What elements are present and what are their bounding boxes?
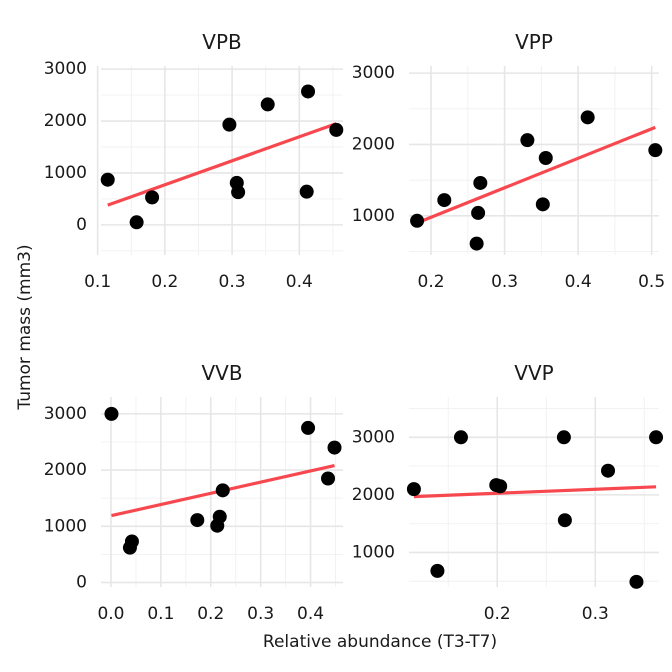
data-point — [406, 482, 421, 497]
y-tick-label: 2000 — [352, 134, 395, 154]
data-point — [473, 175, 488, 190]
data-point — [299, 184, 314, 199]
facet-title: VPP — [515, 30, 553, 54]
y-tick-label: 1000 — [44, 163, 87, 183]
x-tick-label: 0.3 — [219, 272, 246, 292]
data-point — [100, 172, 115, 187]
x-tick-label: 0.2 — [151, 272, 178, 292]
data-point — [580, 110, 595, 125]
x-tick-label: 0.4 — [286, 272, 313, 292]
data-point — [556, 430, 571, 445]
data-point — [327, 440, 342, 455]
data-point — [453, 430, 468, 445]
x-tick-label: 0.1 — [147, 604, 174, 624]
data-point — [601, 463, 616, 478]
y-tick-label: 2000 — [44, 460, 87, 480]
data-point — [649, 430, 664, 445]
x-axis-title: Relative abundance (T3-T7) — [263, 632, 497, 652]
x-tick-label: 0.2 — [418, 272, 445, 292]
y-tick-label: 2000 — [44, 111, 87, 131]
x-tick-label: 0.3 — [491, 272, 518, 292]
facet-title: VPB — [202, 30, 241, 54]
data-point — [215, 483, 230, 498]
data-point — [538, 151, 553, 166]
data-point — [410, 213, 425, 228]
y-axis-title: Tumor mass (mm3) — [15, 244, 35, 410]
data-point — [222, 117, 237, 132]
data-point — [190, 513, 205, 528]
y-tick-label: 1000 — [352, 206, 395, 226]
facet-vvp: 0.2 0.3 1000 2000 3000 VVP — [352, 361, 664, 624]
data-point — [437, 193, 452, 208]
y-tick-label: 3000 — [352, 427, 395, 447]
x-tick-label: 0.3 — [247, 604, 274, 624]
y-tick-label: 0 — [76, 573, 87, 593]
x-tick-label: 0.4 — [565, 272, 592, 292]
data-point — [301, 420, 316, 435]
facet-vpp: 0.2 0.3 0.4 0.5 1000 2000 3000 VPP — [352, 30, 665, 292]
y-tick-label: 3000 — [44, 59, 87, 79]
y-tick-label: 0 — [76, 215, 87, 235]
data-point — [260, 97, 275, 112]
data-point — [329, 122, 344, 137]
x-tick-label: 0.4 — [297, 604, 324, 624]
y-tick-label: 1000 — [352, 542, 395, 562]
data-point — [124, 534, 139, 549]
data-point — [493, 479, 508, 494]
data-point — [321, 471, 336, 486]
data-point — [629, 574, 644, 589]
data-point — [471, 205, 486, 220]
data-point — [469, 236, 484, 251]
data-point — [535, 197, 550, 212]
data-point — [104, 406, 119, 421]
data-point — [557, 513, 572, 528]
facet-title: VVB — [201, 361, 242, 385]
data-point — [145, 190, 160, 205]
facet-title: VVP — [514, 361, 553, 385]
data-point — [212, 509, 227, 524]
data-point — [648, 143, 663, 158]
regression-line — [413, 485, 657, 499]
x-tick-label: 0.5 — [638, 272, 665, 292]
data-point — [430, 563, 445, 578]
regression-line — [107, 122, 337, 207]
x-tick-label: 0.2 — [197, 604, 224, 624]
data-point — [129, 215, 144, 230]
regression-line — [416, 125, 656, 225]
y-tick-label: 1000 — [44, 516, 87, 536]
x-tick-label: 0.3 — [582, 604, 609, 624]
data-point — [520, 133, 535, 148]
x-tick-label: 0.2 — [484, 604, 511, 624]
x-tick-label: 0.0 — [97, 604, 124, 624]
y-tick-label: 3000 — [352, 63, 395, 83]
y-tick-label: 3000 — [44, 404, 87, 424]
x-tick-label: 0.1 — [84, 272, 111, 292]
data-point — [301, 84, 316, 99]
facet-vpb: 0.1 0.2 0.3 0.4 0 1000 2000 3000 VPB — [44, 30, 344, 292]
data-point — [231, 185, 246, 200]
facet-vvb: 0.0 0.1 0.2 0.3 0.4 0 1000 2000 3000 VVB — [44, 361, 343, 624]
y-tick-label: 2000 — [352, 485, 395, 505]
facet-panels: 0.1 0.2 0.3 0.4 0 1000 2000 3000 VPB 0.2 0.3 0.4 0.5… — [44, 30, 665, 624]
